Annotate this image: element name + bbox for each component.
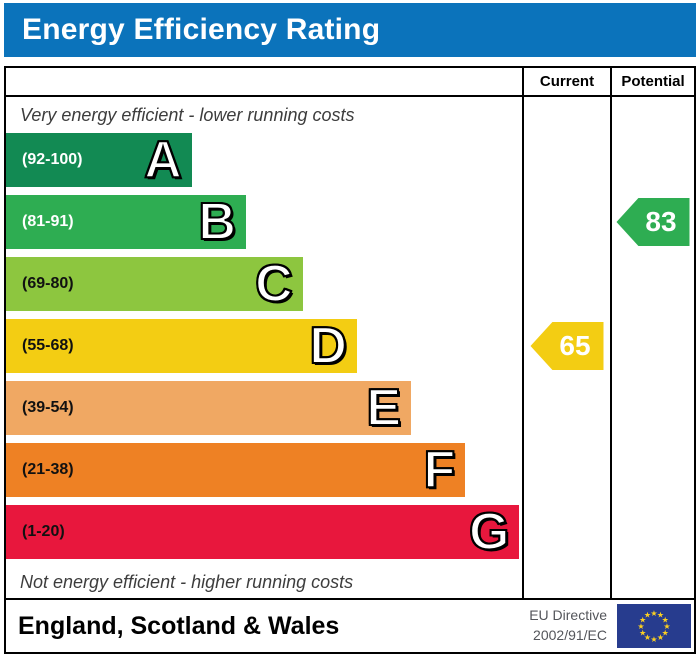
band-bar-a: (92-100) A — [6, 131, 192, 189]
band-letter-c: C — [254, 255, 294, 313]
potential-rating-marker: 83 — [616, 198, 690, 246]
star-icon: ★ — [639, 615, 646, 624]
current-rating-value: 65 — [559, 330, 591, 361]
eu-flag-icon: ★ ★★★★★★★★★★★ — [617, 604, 691, 648]
bands-column: Very energy efficient - lower running co… — [6, 97, 522, 598]
band-range-f: (21-38) — [22, 461, 74, 478]
band-row-f: (21-38) F — [6, 441, 522, 505]
star-icon: ★ — [639, 628, 646, 637]
band-bar-d: (55-68) D — [6, 317, 357, 375]
star-icon: ★ — [662, 615, 669, 624]
band-range-a: (92-100) — [22, 151, 83, 168]
eu-directive-line1: EU Directive — [529, 607, 607, 624]
eu-flag-field — [617, 604, 691, 648]
top-note: Very energy efficient - lower running co… — [20, 104, 355, 125]
footer: England, Scotland & Wales EU Directive 2… — [4, 598, 696, 654]
star-icon: ★ — [657, 633, 664, 642]
rating-chart: Current Potential Very energy efficient … — [4, 66, 696, 600]
current-column: 65 — [522, 97, 610, 598]
band-row-d: (55-68) D — [6, 317, 522, 381]
region-label: England, Scotland & Wales — [18, 611, 340, 640]
band-bar-g: (1-20) G — [6, 503, 520, 561]
potential-rating-value: 83 — [645, 206, 677, 237]
star-icon: ★ — [657, 611, 664, 620]
potential-column: 83 — [610, 97, 694, 598]
band-bar-b: (81-91) B — [6, 193, 246, 251]
eu-directive-label: EU Directive 2002/91/EC — [529, 606, 607, 645]
band-letter-f: F — [422, 441, 456, 499]
band-row-g: (1-20) G — [6, 503, 522, 567]
band-letter-e: E — [365, 379, 402, 437]
band-range-e: (39-54) — [22, 399, 74, 416]
eu-directive-line2: 2002/91/EC — [533, 627, 607, 643]
band-range-g: (1-20) — [22, 523, 65, 540]
band-letter-d: D — [308, 317, 348, 375]
band-range-d: (55-68) — [22, 337, 74, 354]
star-icon: ★ — [644, 633, 651, 642]
column-header-potential: Potential — [610, 68, 694, 97]
band-row-a: (92-100) A — [6, 131, 522, 195]
star-icon: ★ — [650, 609, 657, 618]
band-row-c: (69-80) C — [6, 255, 522, 319]
band-range-c: (69-80) — [22, 275, 74, 292]
band-letter-g: G — [468, 503, 510, 561]
current-rating-marker: 65 — [530, 322, 604, 370]
title-bar: Energy Efficiency Rating — [4, 3, 696, 57]
star-icon: ★ — [637, 622, 644, 631]
band-row-e: (39-54) E — [6, 379, 522, 443]
header-spacer — [6, 68, 522, 97]
star-icon: ★ — [644, 611, 651, 620]
page-title: Energy Efficiency Rating — [22, 13, 381, 46]
band-range-b: (81-91) — [22, 213, 74, 230]
bands: (92-100) A (81-91) B (69-80) C — [6, 131, 522, 567]
band-letter-a: A — [143, 131, 183, 189]
star-icon: ★ — [662, 628, 669, 637]
column-header-current: Current — [522, 68, 610, 97]
star-icon: ★ — [650, 635, 657, 644]
band-letter-b: B — [197, 193, 237, 251]
band-row-b: (81-91) B — [6, 193, 522, 257]
star-icon: ★ — [663, 622, 670, 631]
band-bar-c: (69-80) C — [6, 255, 303, 313]
bottom-note: Not energy efficient - higher running co… — [20, 572, 354, 592]
band-bar-f: (21-38) F — [6, 441, 466, 499]
band-bar-e: (39-54) E — [6, 379, 412, 437]
